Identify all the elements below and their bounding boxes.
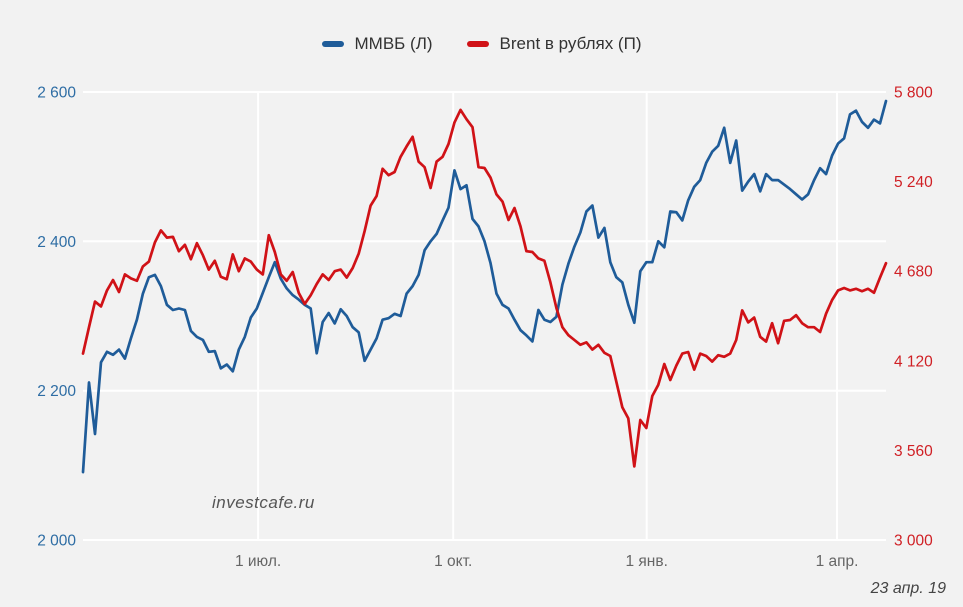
gridlines	[83, 91, 886, 541]
brent-series-swatch-icon	[466, 41, 489, 47]
watermark: investcafe.ru	[212, 493, 315, 512]
series-line-mmvb	[81, 99, 888, 474]
right-axis-tick-label: 5 800	[894, 85, 933, 102]
x-axis-tick-label: 1 апр.	[816, 553, 859, 570]
x-axis-tick-label: 1 янв.	[625, 553, 667, 570]
mmvb-series-swatch-icon	[321, 41, 344, 47]
legend: ММВБ (Л) Brent в рублях (П)	[0, 34, 963, 54]
right-axis-tick-label: 3 560	[894, 443, 933, 460]
legend-label-brent: Brent в рублях (П)	[499, 34, 642, 53]
left-axis-tick-label: 2 000	[37, 533, 76, 550]
axis-labels: 2 000 2 200 2 400 2 600 3 000 3 560 4 120 4 680…	[37, 85, 933, 571]
right-axis-tick-label: 4 680	[894, 264, 933, 281]
left-axis-tick-label: 2 400	[37, 234, 76, 251]
right-axis-tick-label: 4 120	[894, 353, 933, 370]
left-axis-tick-label: 2 200	[37, 383, 76, 400]
legend-label-mmvb: ММВБ (Л)	[354, 34, 433, 53]
right-axis-tick-label: 3 000	[894, 533, 933, 550]
legend-item-mmvb[interactable]: ММВБ (Л)	[321, 34, 433, 54]
series-line-brent	[81, 108, 888, 468]
x-axis-tick-label: 1 окт.	[434, 553, 472, 570]
date-annotation: 23 апр. 19	[870, 580, 946, 597]
right-axis-tick-label: 5 240	[894, 174, 933, 191]
left-axis-tick-label: 2 600	[37, 85, 76, 102]
legend-item-brent[interactable]: Brent в рублях (П)	[466, 34, 642, 54]
x-axis-tick-label: 1 июл.	[235, 553, 281, 570]
